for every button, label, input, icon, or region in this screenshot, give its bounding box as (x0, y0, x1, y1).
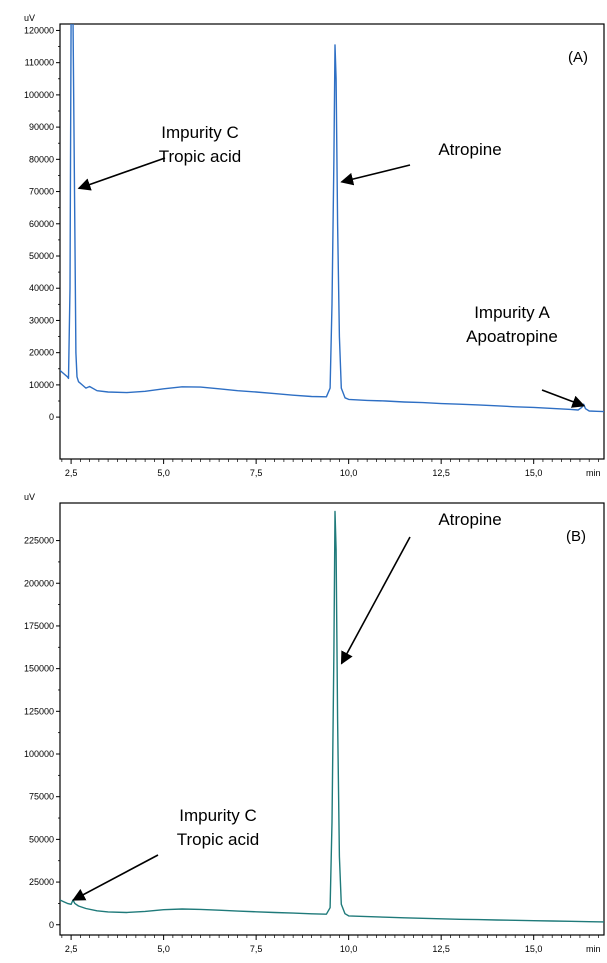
x-tick-label: 7,5 (250, 468, 263, 478)
peak-annotation-label: Tropic acid (177, 830, 260, 849)
panel-label: (A) (568, 49, 588, 66)
y-tick-label: 10000 (29, 380, 54, 390)
chart-panel-a: uV min 0 10000 20000 30000 40000 50000 60000 7000… (24, 13, 605, 478)
panel-label: (B) (566, 528, 586, 545)
y-tick-label: 200000 (24, 578, 54, 588)
annotation-arrow (340, 536, 411, 665)
x-tick-label: 2,5 (65, 944, 78, 954)
y-tick-label: 75000 (29, 792, 54, 802)
y-tick-label: 60000 (29, 219, 54, 229)
x-unit-label: min (586, 944, 601, 954)
y-tick-label: 100000 (24, 90, 54, 100)
x-tick-label: 7,5 (250, 944, 263, 954)
peak-annotation-label: Atropine (438, 510, 501, 529)
y-tick-label: 40000 (29, 283, 54, 293)
y-unit-label: uV (24, 13, 35, 23)
x-tick-label: 5,0 (157, 944, 170, 954)
plot-frame (59, 502, 605, 936)
peak-annotation-label: Atropine (438, 140, 501, 159)
x-tick-label: 5,0 (157, 468, 170, 478)
x-unit-label: min (586, 468, 601, 478)
chromatogram-trace (60, 510, 604, 923)
y-tick-label: 50000 (29, 251, 54, 261)
y-tick-label: 0 (49, 412, 54, 422)
plot-frame (59, 23, 605, 460)
x-tick-label: 2,5 (65, 468, 78, 478)
y-tick-label: 25000 (29, 877, 54, 887)
peak-annotation-label: Apoatropine (466, 327, 558, 346)
x-tick-label: 12,5 (432, 468, 450, 478)
y-tick-label: 30000 (29, 315, 54, 325)
x-tick-label: 15,0 (525, 468, 543, 478)
peak-annotation-label: Impurity C (179, 806, 256, 825)
y-tick-label: 0 (49, 920, 54, 930)
annotation-arrow (77, 157, 166, 191)
y-tick-label: 120000 (24, 25, 54, 35)
y-tick-label: 125000 (24, 706, 54, 716)
annotation-arrow (541, 389, 586, 408)
y-tick-label: 90000 (29, 122, 54, 132)
chromatogram-trace (60, 24, 604, 413)
y-tick-label: 225000 (24, 536, 54, 546)
y-tick-label: 110000 (25, 58, 54, 68)
peak-annotation-label: Tropic acid (159, 147, 242, 166)
annotation-arrow (72, 854, 159, 901)
annotation-arrow (340, 164, 411, 186)
x-tick-label: 10,0 (340, 944, 358, 954)
y-tick-label: 100000 (24, 749, 54, 759)
x-tick-label: 12,5 (432, 944, 450, 954)
x-tick-label: 10,0 (340, 468, 358, 478)
y-tick-label: 50000 (29, 834, 54, 844)
x-tick-label: 15,0 (525, 944, 543, 954)
y-unit-label: uV (24, 492, 35, 502)
chart-panel-b: uV min 0 25000 50000 75000 100000 125000 150000 1… (24, 492, 605, 954)
y-tick-label: 80000 (29, 154, 54, 164)
y-tick-label: 20000 (29, 348, 54, 358)
y-tick-label: 150000 (24, 664, 54, 674)
y-tick-label: 175000 (24, 621, 54, 631)
y-tick-label: 70000 (29, 187, 54, 197)
peak-annotation-label: Impurity C (161, 123, 238, 142)
peak-annotation-label: Impurity A (474, 303, 550, 322)
